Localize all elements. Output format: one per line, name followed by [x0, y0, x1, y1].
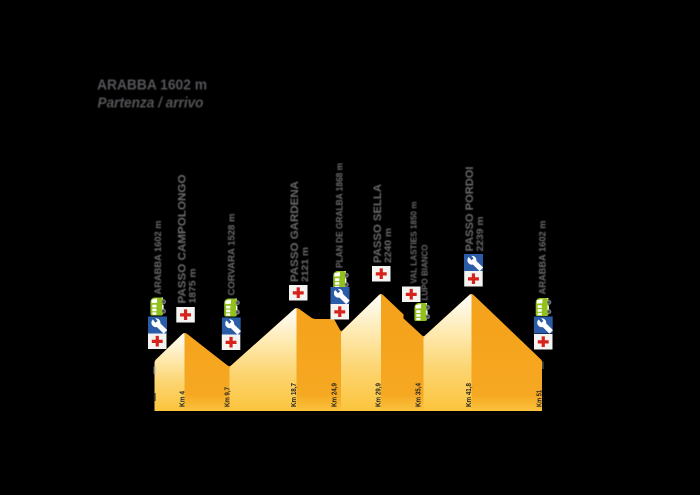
svg-text:PASSO GARDENA: PASSO GARDENA	[289, 181, 301, 282]
svg-text:Km 35,4: Km 35,4	[414, 382, 423, 407]
svg-text:Km 4: Km 4	[177, 390, 186, 407]
svg-text:Km 24,9: Km 24,9	[330, 383, 339, 407]
svg-text:2240 m: 2240 m	[383, 228, 393, 263]
svg-text:2121 m: 2121 m	[300, 247, 310, 282]
svg-text:PASSO SELLA: PASSO SELLA	[372, 184, 384, 263]
svg-text:Partenza / arrivo: Partenza / arrivo	[98, 95, 204, 112]
svg-text:VAL LASTIES 1850 m: VAL LASTIES 1850 m	[409, 201, 419, 283]
svg-text:CORVARA 1528 m: CORVARA 1528 m	[227, 214, 237, 296]
svg-text:Km 18,7: Km 18,7	[289, 383, 298, 407]
svg-text:Km 29,9: Km 29,9	[374, 383, 383, 407]
svg-text:Km 9,7: Km 9,7	[222, 387, 231, 407]
svg-text:ARABBA 1602 m: ARABBA 1602 m	[97, 77, 207, 94]
svg-text:ARABBA 1602 m: ARABBA 1602 m	[153, 221, 163, 295]
svg-text:PLAN DE GRALBA 1868 m: PLAN DE GRALBA 1868 m	[335, 163, 345, 268]
svg-text:ARABBA 1602 m: ARABBA 1602 m	[538, 221, 548, 295]
svg-text:1875 m: 1875 m	[188, 268, 198, 303]
svg-text:PASSO PORDOI: PASSO PORDOI	[464, 167, 476, 252]
svg-text:Km 51: Km 51	[535, 390, 544, 407]
svg-text:LUPO BIANCO: LUPO BIANCO	[420, 244, 430, 300]
svg-text:Km 41,8: Km 41,8	[464, 383, 473, 407]
svg-text:2239 m: 2239 m	[475, 216, 485, 251]
svg-text:PASSO CAMPOLONGO: PASSO CAMPOLONGO	[177, 174, 189, 303]
